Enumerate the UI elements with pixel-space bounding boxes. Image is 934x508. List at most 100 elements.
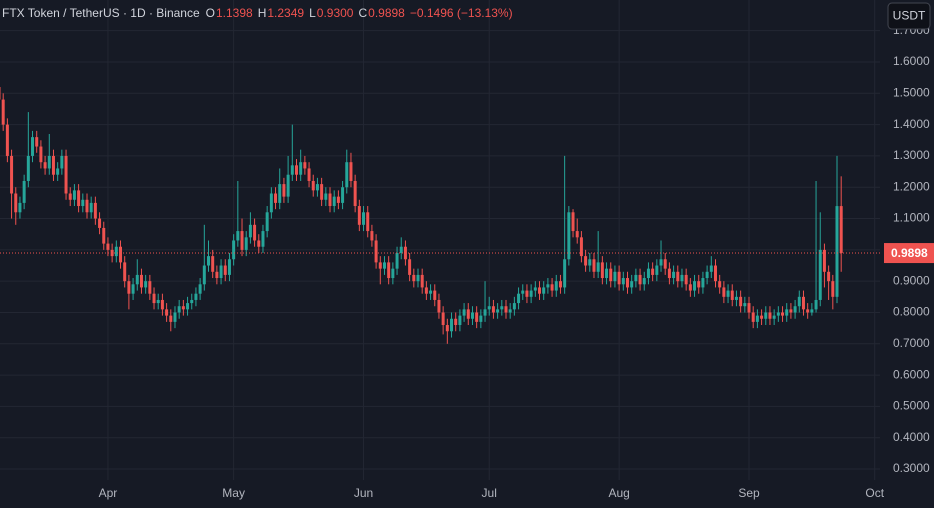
candle-body: [144, 281, 148, 288]
x-tick-label: Aug: [608, 486, 629, 500]
candle-body: [680, 274, 684, 282]
candle-body: [571, 212, 575, 232]
candle-body: [303, 162, 307, 169]
candle-body: [563, 259, 567, 288]
candle-body: [127, 281, 131, 294]
candle-body: [240, 231, 244, 250]
candle-body: [119, 246, 123, 263]
low-label: L: [309, 6, 316, 20]
candle-body: [751, 312, 755, 322]
candle-body: [781, 312, 785, 316]
candle-body: [617, 271, 621, 285]
candle-body: [286, 174, 290, 197]
candle-body: [98, 218, 102, 228]
candle-body: [743, 303, 747, 307]
y-tick-label: 0.4000: [893, 430, 930, 444]
candle-body: [35, 137, 39, 147]
candle-body: [588, 259, 592, 266]
candle-body: [26, 155, 30, 181]
low-value: 0.9300: [317, 6, 354, 20]
candle-body: [362, 212, 366, 225]
candle-body: [512, 303, 516, 310]
candle-body: [835, 206, 839, 297]
candle-body: [165, 309, 169, 316]
candle-body: [408, 259, 412, 275]
candle-body: [785, 309, 789, 316]
candle-body: [424, 287, 428, 294]
candle-body: [538, 287, 542, 294]
candle-body: [169, 315, 173, 322]
candle-body: [768, 312, 772, 319]
candle-body: [139, 274, 143, 288]
candle-body: [0, 87, 1, 100]
candle-body: [429, 290, 433, 294]
candle-body: [320, 184, 324, 200]
y-tick-label: 0.6000: [893, 367, 930, 381]
candle-body: [441, 312, 445, 326]
candle-body: [462, 309, 466, 316]
candle-body: [508, 309, 512, 313]
candle-body: [135, 274, 139, 285]
candle-body: [89, 202, 93, 213]
candle-body: [558, 281, 562, 288]
candle-body: [550, 284, 554, 291]
candle-body: [395, 252, 399, 269]
candle-body: [374, 240, 378, 263]
candle-body: [797, 296, 801, 307]
candle-body: [282, 184, 286, 197]
candle-body: [718, 281, 722, 288]
candle-body: [43, 162, 47, 169]
last-price-box: [884, 243, 934, 264]
candle-body: [336, 196, 340, 203]
candle-body: [106, 243, 110, 250]
candle-body: [290, 165, 294, 175]
candle-body: [634, 274, 638, 282]
candle-body: [546, 284, 550, 288]
candle-body: [760, 315, 764, 319]
candle-body: [814, 299, 818, 310]
candle-body: [51, 155, 55, 175]
y-tick-label: 0.8000: [893, 305, 930, 319]
candle-body: [613, 271, 617, 282]
candle-body: [487, 306, 491, 310]
candle-body: [299, 162, 303, 175]
candle-body: [483, 309, 487, 316]
candle-body: [68, 193, 72, 200]
candle-body: [646, 268, 650, 279]
candle-body: [529, 290, 533, 297]
candle-body: [713, 265, 717, 282]
candle-body: [64, 155, 68, 194]
candle-body: [705, 271, 709, 279]
candle-body: [755, 315, 759, 322]
candle-body: [789, 309, 793, 313]
candle-body: [324, 193, 328, 200]
candle-body: [822, 249, 826, 272]
currency-button[interactable]: [887, 2, 931, 30]
candle-body: [131, 284, 135, 294]
candle-body: [420, 274, 424, 288]
y-tick-label: 0.3000: [893, 461, 930, 475]
candle-body: [517, 293, 521, 304]
candle-body: [596, 262, 600, 272]
candle-body: [148, 281, 152, 294]
candle-body: [198, 284, 202, 294]
candle-body: [269, 193, 273, 213]
candle-body: [470, 312, 474, 319]
candle-body: [56, 168, 60, 175]
candle-body: [818, 249, 822, 300]
candle-body: [39, 146, 43, 163]
candle-body: [437, 299, 441, 313]
candle-body: [504, 306, 508, 313]
candle-body: [500, 306, 504, 310]
candle-body: [709, 265, 713, 272]
candle-body: [190, 299, 194, 304]
x-tick-label: Jul: [482, 486, 497, 500]
candle-body: [579, 237, 583, 257]
candle-body: [827, 271, 831, 282]
candle-body: [688, 284, 692, 291]
candle-body: [10, 155, 14, 194]
y-tick-label: 0.9000: [893, 273, 930, 287]
candle-body: [672, 271, 676, 279]
currency-label[interactable]: USDT: [893, 9, 926, 23]
candle-body: [294, 165, 298, 175]
